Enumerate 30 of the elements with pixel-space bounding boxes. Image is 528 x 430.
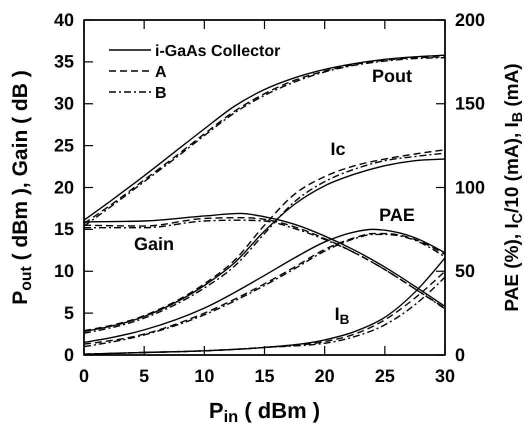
x-tick-label: 0 xyxy=(78,366,90,386)
y-tick-label: 35 xyxy=(54,52,74,72)
y-tick-label: 25 xyxy=(54,135,74,156)
x-tick-label: 20 xyxy=(314,366,335,386)
legend-label: i-GaAs Collector xyxy=(155,43,280,60)
y2-tick-label: 100 xyxy=(455,177,486,198)
annotation: I$_{B}$ xyxy=(334,304,350,326)
y2-tick-label: 0 xyxy=(455,344,466,365)
x-tick-label: 25 xyxy=(374,366,395,386)
y-tick-label: 30 xyxy=(54,94,74,114)
y2-tick-label: 150 xyxy=(455,94,486,114)
y2-tick-label: 50 xyxy=(455,261,476,282)
annotation: Ic xyxy=(330,139,346,159)
y-tick-label: 10 xyxy=(54,261,74,282)
y-tick-label: 40 xyxy=(54,10,74,30)
annotation: PAE xyxy=(379,205,415,225)
y-tick-label: 15 xyxy=(54,219,74,240)
y-tick-label: 20 xyxy=(54,177,74,198)
y-tick-label: 0 xyxy=(64,344,74,365)
y2-tick-label: 200 xyxy=(455,10,486,30)
x-tick-label: 5 xyxy=(139,366,150,386)
x-tick-label: 15 xyxy=(254,366,275,386)
annotation: Gain xyxy=(134,234,174,254)
x-tick-label: 30 xyxy=(434,366,456,386)
legend-label: A xyxy=(155,64,167,81)
y-tick-label: 5 xyxy=(64,302,74,323)
annotation: Pout xyxy=(372,66,412,86)
legend-label: B xyxy=(155,85,167,102)
x-axis-title: P$_{in}$ ( dBm ) xyxy=(208,398,320,426)
x-tick-label: 10 xyxy=(194,366,214,386)
